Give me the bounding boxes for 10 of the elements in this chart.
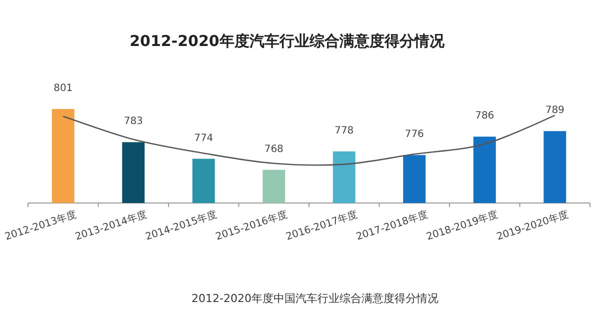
data-label: 801 — [54, 83, 73, 94]
data-label: 774 — [194, 132, 214, 144]
text: 2012-2020年度中国汽车行业综合满意度得分情况 — [192, 292, 438, 305]
data-label: 776 — [404, 129, 424, 140]
data-label: 778 — [334, 125, 354, 136]
chart-title: 2012-2020年度汽车行业综合满意度得分情况 — [130, 32, 446, 50]
data-label: 783 — [124, 116, 143, 128]
data-label: 786 — [475, 110, 494, 122]
data-label: 768 — [264, 144, 284, 155]
data-label: 789 — [545, 105, 564, 116]
